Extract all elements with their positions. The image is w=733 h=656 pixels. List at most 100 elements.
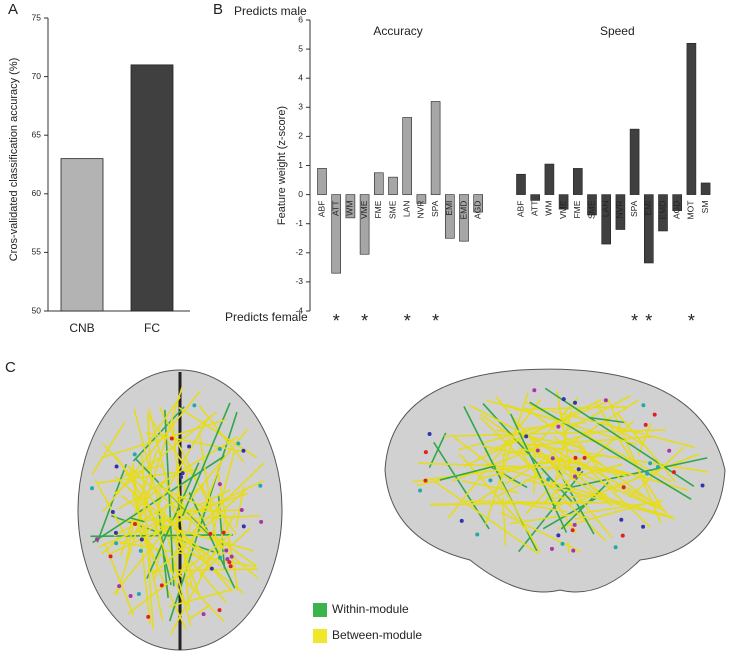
connection xyxy=(135,521,187,631)
node xyxy=(643,422,648,427)
bar xyxy=(658,194,668,232)
node xyxy=(201,612,206,617)
node xyxy=(423,478,428,483)
significance-star: * xyxy=(404,311,411,331)
connection xyxy=(156,492,248,524)
node xyxy=(117,584,122,589)
x-tick-label: EMD xyxy=(657,201,667,220)
x-tick-label: SPA xyxy=(629,200,639,217)
connection xyxy=(168,588,233,608)
connection xyxy=(588,416,627,424)
connection xyxy=(524,478,676,520)
x-tick-label: EMI xyxy=(643,201,653,216)
connection xyxy=(128,516,145,523)
node xyxy=(258,483,263,488)
node xyxy=(619,517,624,522)
node xyxy=(561,397,566,402)
y-tick-label: -3 xyxy=(295,276,303,286)
bar xyxy=(331,194,342,274)
x-tick-label: EMI xyxy=(444,201,454,216)
connection xyxy=(174,509,245,513)
connection xyxy=(574,515,589,521)
node xyxy=(582,455,587,460)
connection xyxy=(489,463,674,518)
x-tick-label: EMD xyxy=(458,201,468,220)
brain-images xyxy=(77,368,726,651)
node xyxy=(549,546,554,551)
node xyxy=(209,566,214,571)
node xyxy=(641,524,646,529)
connection xyxy=(447,398,542,519)
node xyxy=(572,522,577,527)
node xyxy=(241,524,246,529)
connection xyxy=(529,401,692,501)
node xyxy=(236,441,241,446)
connection xyxy=(172,527,254,552)
node xyxy=(556,424,561,429)
connection xyxy=(469,404,661,507)
connection xyxy=(518,470,584,553)
node xyxy=(224,548,229,553)
node xyxy=(169,436,174,441)
connection xyxy=(114,475,222,567)
node xyxy=(459,518,464,523)
connection xyxy=(172,420,190,611)
connection xyxy=(198,432,217,541)
significance-star: * xyxy=(333,311,340,331)
x-tick-label: ATT xyxy=(529,201,539,216)
connection xyxy=(211,450,236,537)
connection xyxy=(115,386,183,596)
connection xyxy=(198,405,245,463)
connection xyxy=(509,500,663,525)
connection xyxy=(480,413,613,507)
x-tick-label: VME xyxy=(359,200,369,219)
node xyxy=(90,486,95,491)
connection xyxy=(102,390,202,513)
y-tick-label: 50 xyxy=(32,305,42,315)
bar xyxy=(473,194,484,213)
bar xyxy=(544,163,555,195)
node xyxy=(641,403,646,408)
bar xyxy=(601,194,612,245)
connection xyxy=(146,396,181,446)
legend-label: Within-module xyxy=(332,602,409,616)
node xyxy=(138,548,143,553)
connection xyxy=(91,422,126,475)
x-tick-label: NVR xyxy=(615,201,625,219)
node xyxy=(180,471,185,476)
x-tick-label: FME xyxy=(373,200,383,218)
node xyxy=(114,541,119,546)
connection xyxy=(111,480,264,554)
x-tick-label: WM xyxy=(544,201,554,216)
node xyxy=(128,594,133,599)
node xyxy=(535,448,540,453)
node xyxy=(217,608,222,613)
significance-star: * xyxy=(631,311,638,331)
significance-star: * xyxy=(432,311,439,331)
connection xyxy=(528,409,669,515)
node xyxy=(671,470,676,475)
connection xyxy=(132,462,151,625)
connection xyxy=(472,399,640,505)
node xyxy=(227,560,232,565)
node xyxy=(132,452,137,457)
connection xyxy=(120,494,244,594)
node xyxy=(114,464,119,469)
group-title: Accuracy xyxy=(373,24,422,38)
connection xyxy=(428,432,447,468)
connection xyxy=(550,409,695,449)
x-tick-label: SM xyxy=(700,201,710,214)
x-tick-label: SME xyxy=(387,200,397,219)
connection xyxy=(152,485,251,575)
legend-label: Between-module xyxy=(332,628,422,642)
bar xyxy=(317,168,327,195)
connection xyxy=(94,479,129,540)
node xyxy=(655,465,660,470)
connection xyxy=(179,461,222,574)
x-tick-label: LAN xyxy=(401,201,411,218)
node xyxy=(208,531,213,536)
y-tick-label: 75 xyxy=(32,12,42,22)
connection xyxy=(159,462,164,469)
legend-swatch xyxy=(313,629,327,643)
connection xyxy=(544,387,695,487)
